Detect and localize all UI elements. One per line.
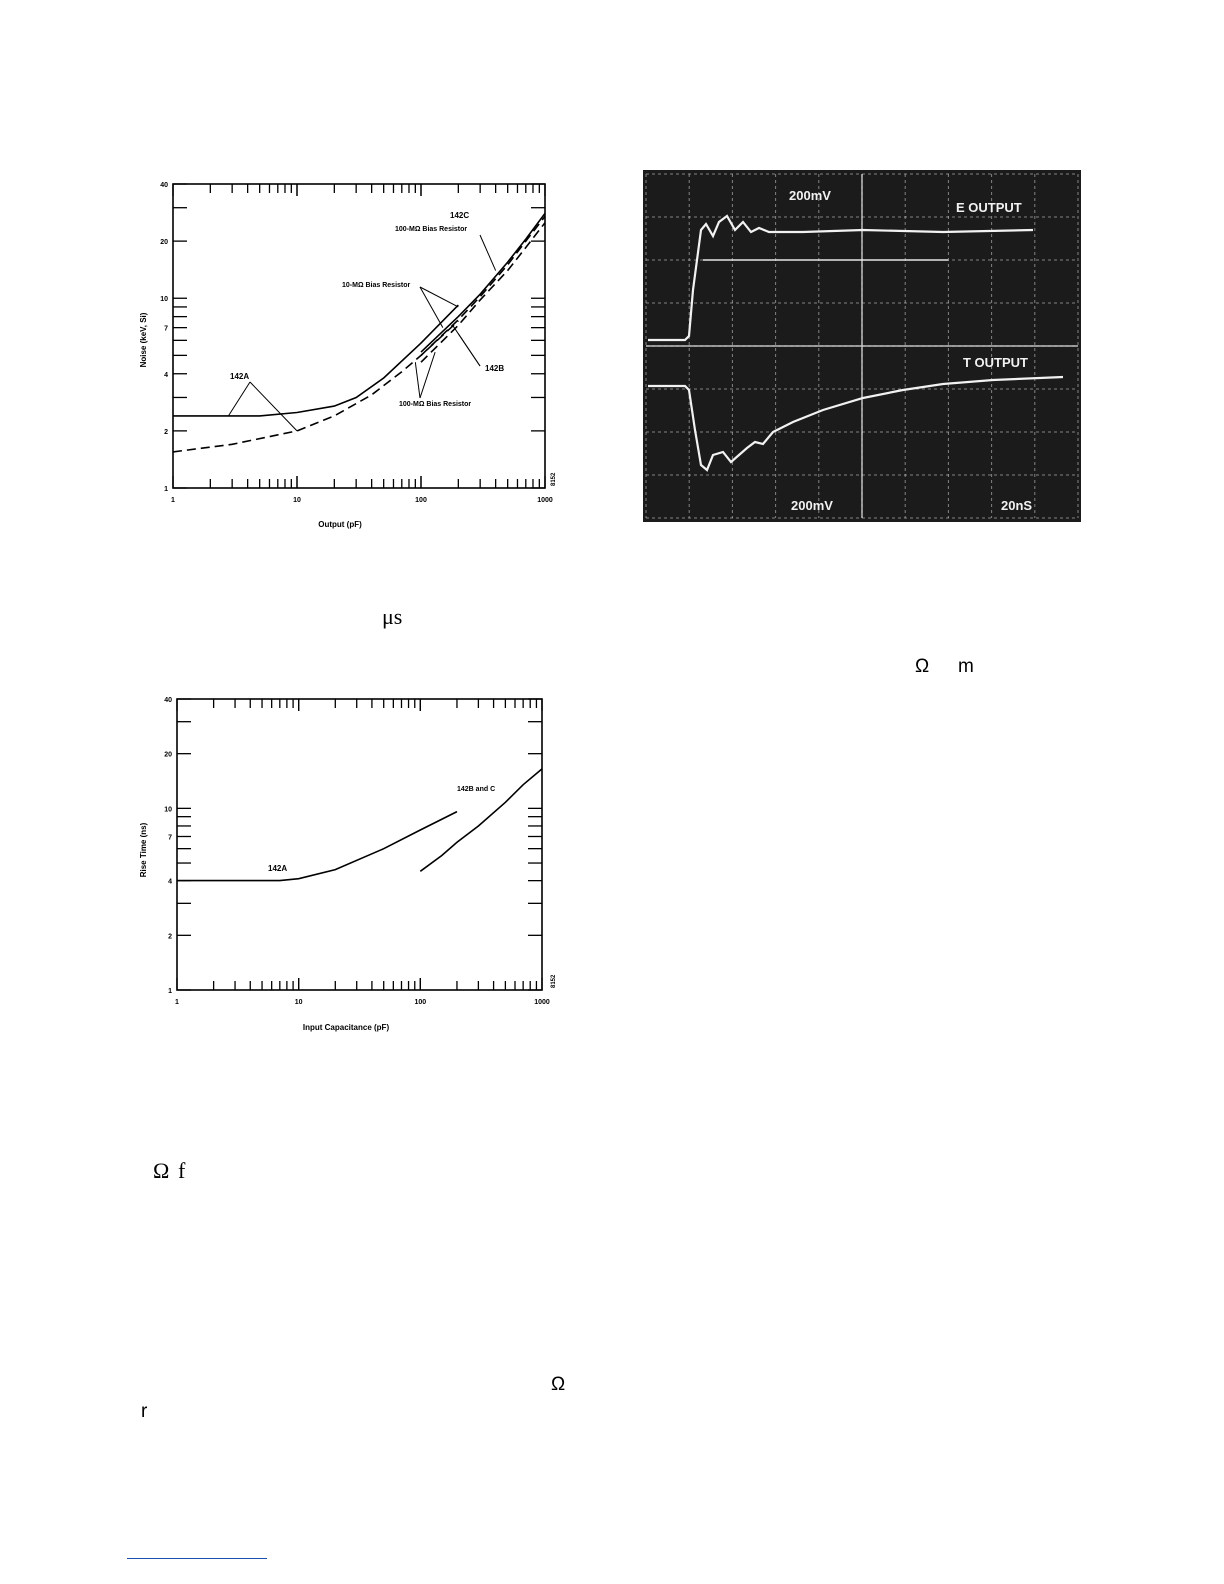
x-tick-label: 100 [415,497,427,504]
fragment-omega-r: Ω [551,1374,566,1395]
series-line-142c [420,215,546,356]
y-tick-label: 1 [168,988,172,995]
series-line-142b [420,212,546,353]
oscilloscope-photo: 200mV E OUTPUT T OUTPUT 200mV 20nS [643,170,1081,522]
fragment-m: m [958,656,974,677]
y-tick-label: 4 [168,879,172,886]
x-axis-label: Input Capacitance (pF) [303,1023,390,1032]
scope-top-scale: 200mV [789,188,831,203]
x-tick-label: 1 [171,497,175,504]
e-output-label: E OUTPUT [956,200,1022,215]
series-line-142a [177,810,458,882]
y-tick-label: 40 [164,697,172,704]
annotation-leader [249,381,298,432]
scope-bottom-scale: 200mV [791,498,833,513]
x-tick-label: 1000 [534,999,550,1006]
x-tick-label: 10 [293,497,301,504]
y-tick-label: 7 [164,326,168,333]
y-tick-label: 40 [160,182,168,189]
fragment-omega-f: Ω [153,1158,170,1183]
y-tick-label: 1 [164,486,168,493]
y-tick-label: 2 [168,933,172,940]
y-tick-label: 10 [164,806,172,813]
fragment-microseconds: μs [382,604,403,629]
series-line-142b-and-c [419,768,543,872]
scope-grid [645,173,1079,519]
x-tick-label: 1000 [537,497,553,504]
y-tick-label: 20 [160,239,168,246]
annotation-142c: 142C [450,211,469,220]
y-tick-label: 4 [164,372,168,379]
annotation-leader [479,234,497,271]
noise-chart: 1 10 100 1000 1 2 4 7 10 20 40 142C 100-MΩ Bias Re… [139,182,557,529]
fragment-r: r [141,1401,148,1422]
fragment-omega: Ω [915,656,930,677]
annotation-142b-c: 142B and C [457,786,495,793]
y-tick-label: 7 [168,834,172,841]
annotation-leader [457,333,481,367]
y-tick-label: 10 [160,296,168,303]
fragment-f: f [178,1158,186,1183]
t-output-trace [648,375,1064,472]
y-axis-label: Rise Time (ns) [139,822,148,877]
e-output-trace [648,214,1034,342]
annotation-leader [419,286,444,328]
x-tick-label: 1 [175,999,179,1006]
annotation-142b: 142B [485,364,504,373]
annotation-leader [414,362,421,399]
figure-id: 8152 [551,974,557,988]
plot-frame [176,698,543,991]
scope-time-scale: 20nS [1001,498,1032,513]
x-axis-label: Output (pF) [318,520,362,529]
figure-id: 8152 [551,472,557,486]
plot-frame [172,183,546,489]
annotation-142a: 142A [230,372,249,381]
series-line-142a [173,304,459,417]
x-tick-label: 100 [414,999,426,1006]
annotation-142a: 142A [268,864,287,873]
rise-time-chart: 1 10 100 1000 1 2 4 7 10 20 40 142A 142B and C Inp… [139,697,557,1032]
footnote-rule [127,1558,267,1559]
annotation-leader [419,351,436,399]
y-tick-label: 2 [164,429,168,436]
annotation-142c-bias: 100-MΩ Bias Resistor [395,226,467,233]
annotation-leader [228,381,251,417]
annotation-10m-bias: 10-MΩ Bias Resistor [342,282,411,289]
annotation-leader [419,286,459,308]
annotation-100m-bias: 100-MΩ Bias Resistor [399,401,471,408]
series-line-142a [172,320,459,453]
series-line-142b [420,222,546,363]
y-axis-label: Noise (keV, Si) [139,312,148,367]
t-output-label: T OUTPUT [963,355,1028,370]
y-tick-label: 20 [164,752,172,759]
x-tick-label: 10 [295,999,303,1006]
